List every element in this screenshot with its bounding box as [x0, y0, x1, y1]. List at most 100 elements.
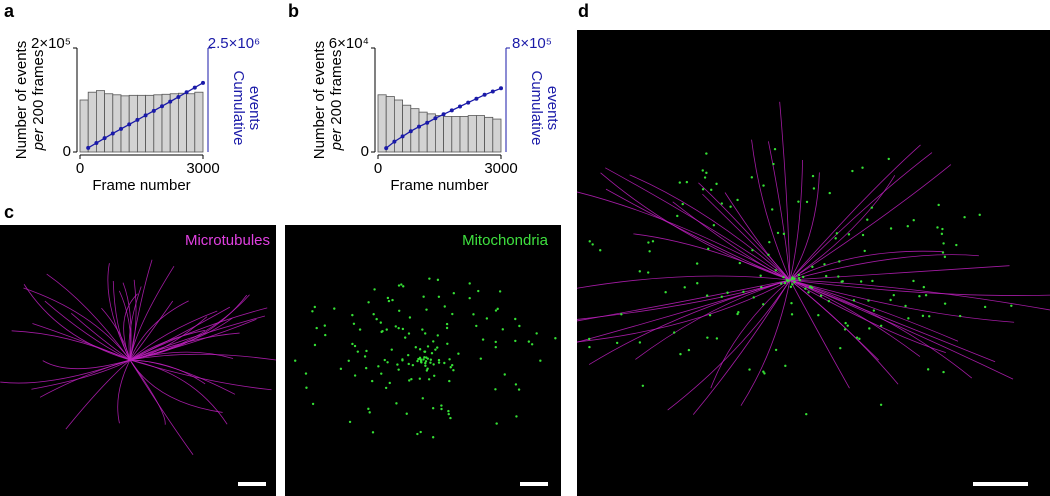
mito-dot [922, 285, 926, 289]
mito-dot [398, 309, 401, 312]
mito-dot [514, 383, 518, 386]
mito-dot [518, 324, 521, 328]
mito-dot [936, 226, 939, 229]
bar [136, 94, 146, 153]
mito-dot [424, 364, 427, 367]
mito-dot [514, 339, 517, 343]
mito-dot [427, 378, 431, 381]
mito-dot [793, 280, 796, 284]
mito-dot [807, 291, 810, 294]
panel-label: a [4, 1, 15, 21]
mito-dot [353, 374, 357, 377]
fiber [751, 139, 791, 281]
mito-dot [779, 282, 783, 285]
mito-dot [591, 243, 594, 246]
mito-dot [712, 224, 716, 227]
mito-dot [426, 357, 430, 360]
mito-dot [352, 322, 356, 325]
fiber [702, 193, 791, 281]
fiber [129, 359, 194, 455]
cumulative-point [201, 80, 205, 85]
mito-dot [436, 278, 440, 282]
fiber [789, 175, 896, 281]
mito-dot [494, 340, 497, 344]
y2-axis-label: events [544, 86, 561, 130]
mito-dot [428, 277, 431, 280]
mito-dot [651, 240, 655, 243]
mito-dot [447, 412, 450, 416]
mito-dot [789, 285, 793, 289]
cumulative-point [433, 116, 438, 121]
mito-dot [424, 360, 428, 363]
mito-dot [388, 381, 391, 385]
mito-dot [479, 357, 483, 360]
mito-dot [774, 348, 778, 352]
mito-dot [837, 275, 840, 278]
mito-dot [844, 321, 847, 325]
mito-dot [452, 369, 455, 372]
mito-dot [501, 328, 504, 331]
cumulative-point [482, 92, 487, 97]
mito-dot [449, 366, 452, 369]
bar [418, 111, 428, 153]
mito-dot [390, 348, 393, 351]
fiber [789, 164, 952, 281]
cumulative-point [127, 122, 132, 127]
mito-dot [941, 227, 944, 231]
mito-dot [380, 330, 383, 334]
mito-dot [477, 289, 480, 293]
mito-dot [431, 436, 435, 439]
mito-dot [978, 213, 981, 217]
mito-dot [786, 279, 789, 283]
mito-dot [351, 342, 354, 346]
mito-dot [365, 349, 368, 353]
mito-dot [811, 174, 815, 178]
mito-dot [417, 357, 420, 361]
mito-dot [387, 299, 391, 303]
fiber [789, 254, 979, 281]
mito-dot [384, 386, 388, 390]
scale-bar [238, 482, 266, 486]
mito-dot [440, 407, 443, 411]
mito-dot [383, 358, 386, 362]
mito-dot [768, 240, 771, 244]
mito-dot [368, 411, 371, 414]
cumulative-point [384, 146, 389, 151]
mito-dot [333, 307, 336, 310]
mito-dot [430, 352, 434, 355]
mito-dot [452, 292, 456, 295]
fiber [588, 279, 791, 365]
mito-dot [405, 412, 408, 415]
mito-dot [808, 285, 812, 289]
scale-bar [520, 482, 548, 486]
mito-dot [339, 367, 343, 371]
mito-dot [535, 332, 538, 335]
mito-dot [790, 277, 794, 280]
fiber [635, 279, 791, 360]
mito-dot [701, 188, 705, 191]
cumulative-point [392, 139, 397, 144]
mito-dot [641, 384, 645, 388]
mito-dot [676, 214, 679, 218]
mito-dot [432, 363, 435, 366]
cumulative-point [400, 134, 405, 139]
cumulative-point [458, 104, 462, 109]
cumulative-point [94, 141, 99, 146]
mito-dot [762, 184, 765, 187]
mito-dot [720, 295, 723, 298]
mito-dot [828, 191, 831, 195]
mito-dot [358, 328, 362, 331]
mito-dot [681, 202, 684, 206]
mito-dot [685, 180, 689, 184]
bar [177, 92, 187, 153]
mito-dot [736, 198, 739, 202]
bar [186, 93, 196, 153]
mito-dot [434, 348, 437, 351]
fiber [789, 250, 944, 281]
mito-dot [356, 350, 360, 353]
fiber [65, 359, 131, 430]
mito-dot [784, 364, 787, 368]
panel-label: d [578, 1, 589, 21]
fiber [129, 265, 175, 361]
mito-dot [707, 247, 710, 251]
